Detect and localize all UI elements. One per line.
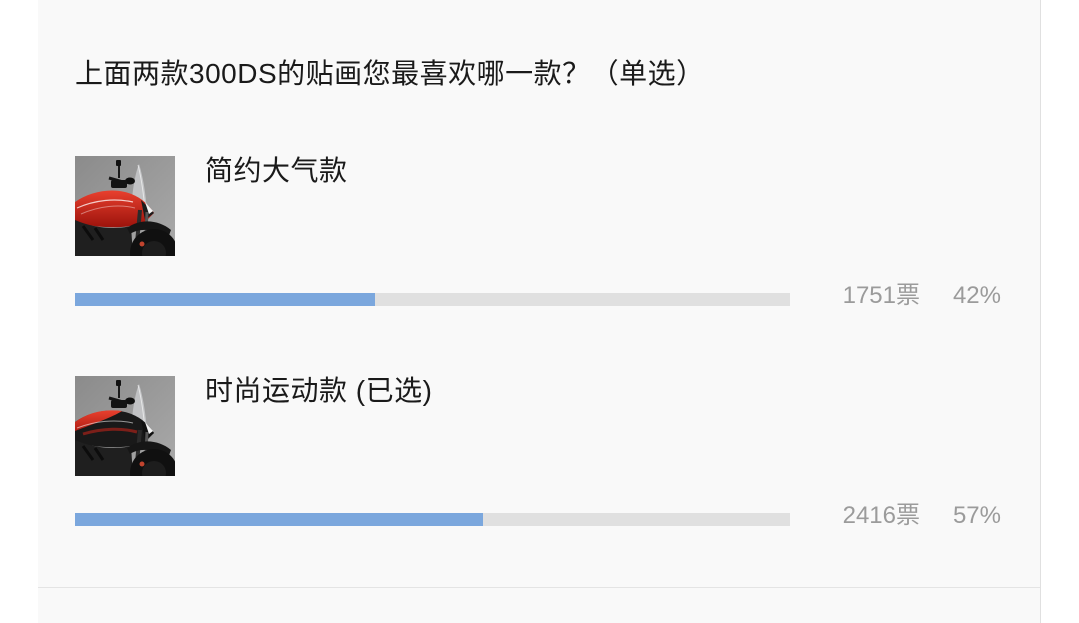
option-2-vote-percent: 57% [952, 502, 1001, 529]
option-2-vote-count: 2416票 [842, 502, 920, 529]
option-1-progress-fill [75, 293, 376, 306]
poll-title: 上面两款300DS的贴画您最喜欢哪一款？（单选） [75, 58, 705, 89]
black-red-motorcycle-illustration [75, 376, 175, 476]
red-motorcycle-illustration [75, 156, 175, 256]
option-2-label[interactable]: 时尚运动款 (已选) [205, 375, 433, 406]
option-2-thumbnail motorcycle-photo-icon[interactable] [75, 376, 175, 476]
section-divider [38, 587, 1040, 588]
option-2-progress-fill [75, 513, 483, 526]
poll-card: 上面两款300DS的贴画您最喜欢哪一款？（单选） [38, 0, 1041, 623]
option-1-label[interactable]: 简约大气款 [205, 155, 348, 186]
option-1-progress-track [75, 293, 790, 306]
option-1-vote-count: 1751票 [842, 282, 920, 309]
option-1-vote-percent: 42% [952, 282, 1001, 309]
option-1-thumbnail motorcycle-photo-icon[interactable] [75, 156, 175, 256]
option-2-progress-track [75, 513, 790, 526]
